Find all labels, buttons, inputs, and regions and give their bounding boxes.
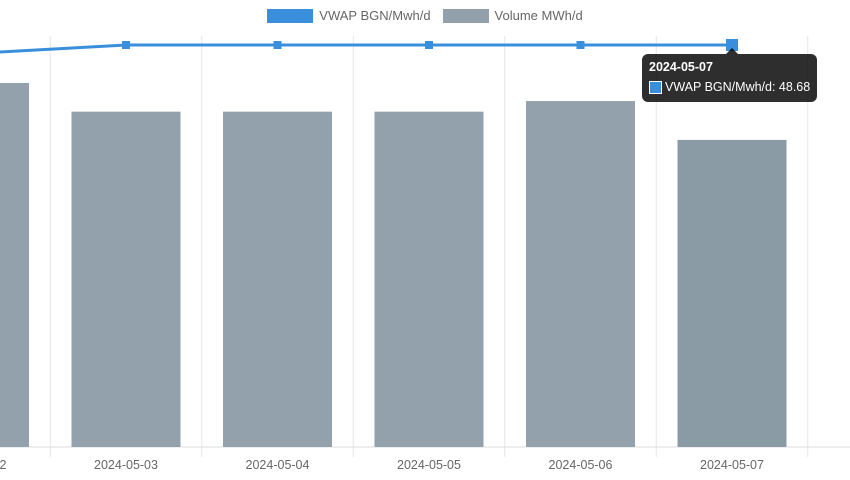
- legend-item-vwap[interactable]: VWAP BGN/Mwh/d: [267, 8, 431, 23]
- x-tick-label: 2024-05-06: [549, 458, 613, 472]
- vwap-point: [122, 41, 130, 49]
- tooltip-text: VWAP BGN/Mwh/d: 48.68: [665, 80, 811, 94]
- legend-swatch-volume: [442, 8, 489, 23]
- volume-bar: [677, 139, 787, 447]
- volume-bar: [71, 111, 181, 448]
- chart-legend: VWAP BGN/Mwh/d Volume MWh/d: [0, 8, 850, 23]
- legend-label-volume: Volume MWh/d: [494, 8, 583, 23]
- vwap-point: [576, 41, 585, 49]
- tooltip-row: VWAP BGN/Mwh/d: 48.68: [649, 79, 810, 96]
- legend-item-volume[interactable]: Volume MWh/d: [442, 8, 583, 23]
- legend-swatch-vwap: [267, 8, 314, 23]
- legend-label-vwap: VWAP BGN/Mwh/d: [319, 8, 431, 23]
- x-tick-label: 2024-05-04: [246, 458, 310, 472]
- chart-tooltip: 2024-05-07 VWAP BGN/Mwh/d: 48.68: [642, 48, 818, 102]
- vwap-line: [0, 43, 732, 54]
- x-tick-label: 2024-05-02: [0, 458, 7, 472]
- tooltip-title: 2024-05-07: [649, 60, 713, 74]
- tooltip-color-box: [649, 81, 662, 94]
- x-tick-label: 2024-05-05: [397, 458, 461, 472]
- x-tick-label: 2024-05-07: [700, 458, 764, 472]
- vwap-point: [273, 41, 282, 49]
- volume-bar: [526, 101, 635, 447]
- volume-bar: [374, 111, 484, 448]
- vwap-point: [425, 41, 433, 49]
- volume-bar: [0, 83, 29, 447]
- x-tick-label: 2024-05-03: [94, 458, 158, 472]
- volume-bar: [223, 111, 332, 448]
